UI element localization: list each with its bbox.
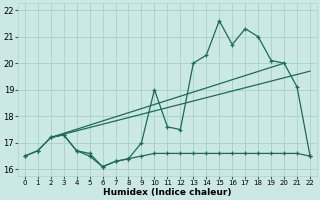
X-axis label: Humidex (Indice chaleur): Humidex (Indice chaleur) bbox=[103, 188, 232, 197]
